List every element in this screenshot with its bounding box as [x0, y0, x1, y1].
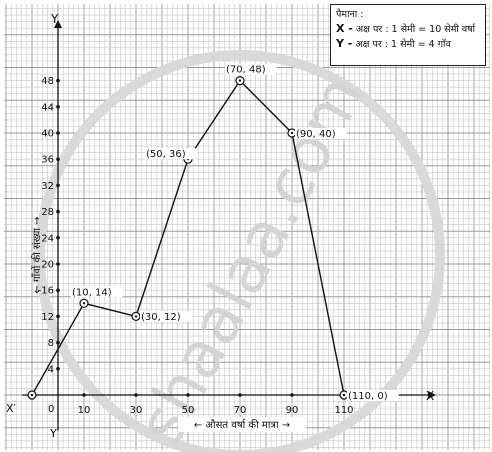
y-tick [56, 262, 60, 266]
x-axis-arrow [428, 391, 436, 399]
y-axis-name: Y [50, 12, 59, 26]
x-tick [186, 393, 190, 397]
y-tick-label: -16 [38, 286, 54, 297]
data-point-center [238, 79, 242, 82]
x-tick-label: 30 [130, 405, 143, 416]
y-tick-label: 28 [41, 207, 54, 218]
x-tick-label: 90 [286, 405, 299, 416]
y-tick-label: 40 [41, 129, 54, 140]
y-tick [56, 209, 60, 214]
y-tick [56, 367, 60, 371]
y-tick [56, 236, 60, 240]
scale-title: पैमाना : [336, 9, 364, 20]
y-axis-label: ← गाँवों की संख्या → [31, 216, 43, 293]
x-tick [82, 393, 86, 397]
x-tick-label: 70 [234, 405, 247, 416]
y-tick [56, 340, 60, 345]
scale-x-text: अक्ष पर : 1 सेमी = 10 सेमी वर्षा [355, 24, 476, 35]
x-tick-label: 10 [78, 405, 91, 416]
data-label: (110, 0) [348, 391, 388, 402]
x-neg-axis-name: X′ [6, 402, 17, 415]
scale-x-row: X - अक्ष पर : 1 सेमी = 10 सेमी वर्षा [336, 22, 480, 37]
y-tick [56, 157, 60, 161]
y-tick-label: 44 [41, 102, 54, 113]
scale-y-label: Y - [336, 37, 353, 50]
scale-y-text: अक्ष पर : 1 सेमी = 4 गाँव [355, 39, 451, 50]
data-label: (10, 14) [72, 287, 112, 298]
y-tick-label: 12 [41, 312, 54, 323]
data-point-center [30, 393, 34, 397]
data-label-bg [71, 286, 123, 298]
y-tick-label: 32 [41, 181, 54, 192]
labels: X X′ Y Y′ 0 ← गाँवों की संख्या → ← औसत वर्षा क… [6, 12, 434, 440]
y-tick [56, 288, 60, 293]
x-axis-label: ← औसत वर्षा की मात्रा → [194, 419, 290, 431]
y-tick [56, 105, 60, 109]
x-tick [238, 393, 242, 397]
y-neg-axis-name: Y′ [49, 427, 60, 440]
data-label: (70, 48) [226, 65, 266, 76]
data-point-center [290, 131, 294, 135]
y-tick [56, 183, 60, 188]
data-point-center [134, 315, 138, 318]
scale-x-label: X - [336, 22, 353, 35]
data-label-bg [145, 148, 197, 160]
x-axis-label-bg [178, 417, 306, 432]
y-tick-label: 20 [41, 260, 54, 271]
y-tick [56, 314, 60, 319]
y-tick-label: 48 [41, 76, 54, 87]
data-label-bg [225, 63, 277, 75]
origin-label: 0 [48, 404, 54, 415]
y-tick-label: 8 [48, 338, 54, 349]
scale-box: पैमाना : X - अक्ष पर : 1 सेमी = 10 सेमी … [330, 4, 486, 66]
y-tick-label: 36 [41, 155, 54, 166]
data-label-bg [347, 390, 399, 401]
data-label: (90, 40) [296, 129, 336, 140]
y-axis-arrow [54, 20, 62, 28]
y-tick [56, 78, 60, 83]
y-tick-label: 24 [41, 233, 54, 244]
x-tick-label: 50 [182, 405, 195, 416]
data-point-center [82, 302, 86, 305]
data-point-center [342, 393, 346, 397]
data-label-bg [295, 128, 347, 139]
x-tick [290, 393, 294, 397]
data-label: (30, 12) [141, 312, 181, 323]
data-label-bg [140, 310, 192, 322]
x-tick [134, 393, 138, 397]
data-label: (50, 36) [146, 149, 186, 160]
x-tick-label: 110 [334, 405, 353, 416]
y-tick [56, 131, 60, 135]
x-axis-name: X [426, 389, 434, 403]
scale-y-row: Y - अक्ष पर : 1 सेमी = 4 गाँव [336, 37, 480, 52]
y-tick-label: 4 [48, 364, 54, 375]
